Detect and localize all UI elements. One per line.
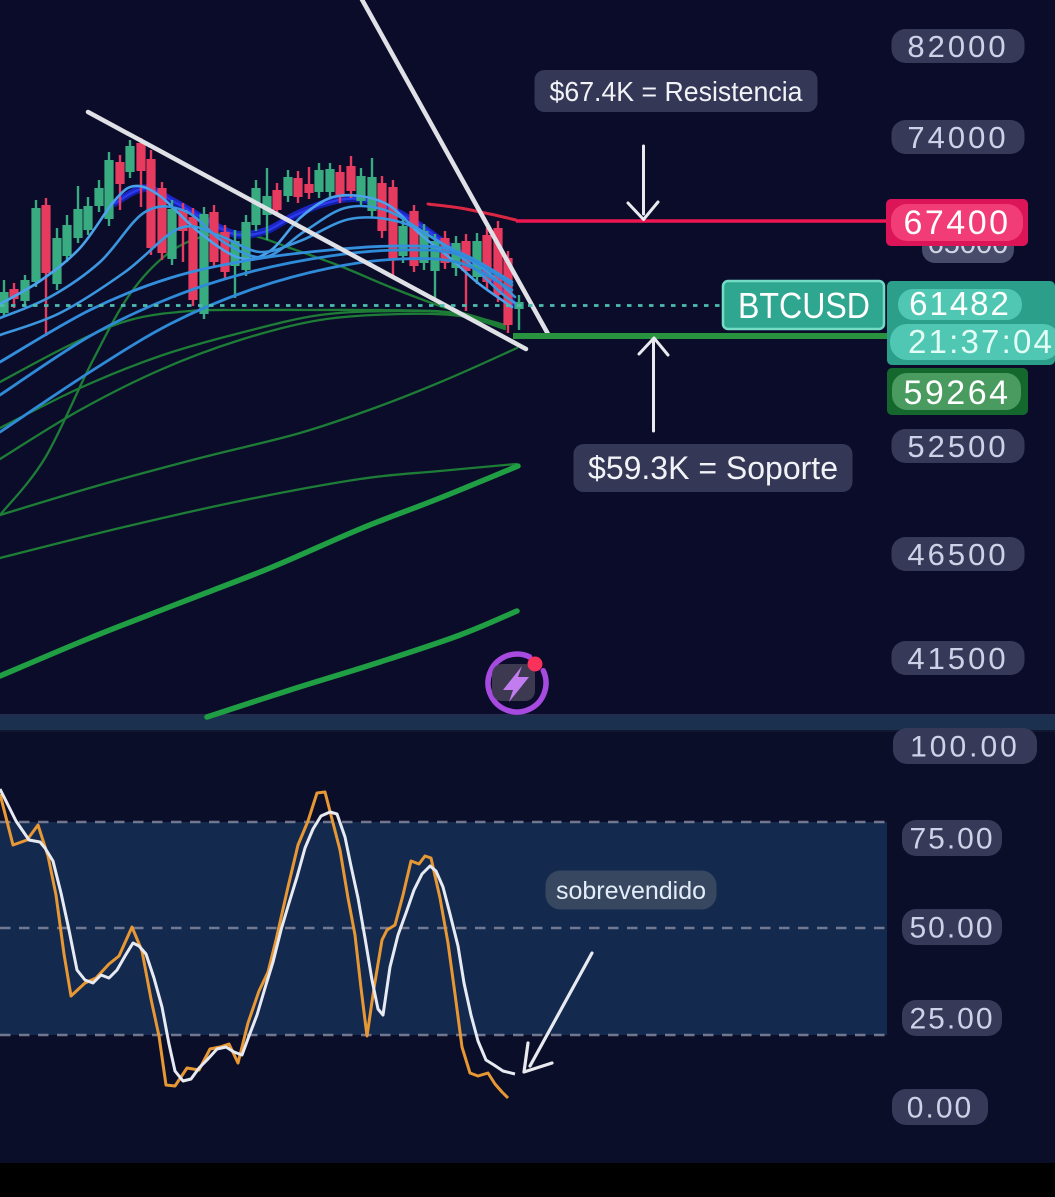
svg-text:0.00: 0.00 [907, 1092, 973, 1125]
svg-text:75.00: 75.00 [909, 823, 994, 856]
svg-text:67400: 67400 [903, 204, 1010, 242]
svg-text:21:37:04: 21:37:04 [908, 323, 1054, 360]
svg-text:74000: 74000 [907, 120, 1008, 155]
svg-text:41500: 41500 [907, 641, 1008, 676]
svg-text:46500: 46500 [907, 537, 1008, 572]
svg-text:$67.4K = Resistencia: $67.4K = Resistencia [550, 76, 803, 107]
svg-text:61482: 61482 [909, 285, 1011, 322]
svg-text:82000: 82000 [907, 29, 1008, 64]
svg-text:50.00: 50.00 [909, 912, 994, 945]
svg-text:BTCUSD: BTCUSD [738, 285, 870, 326]
svg-text:59264: 59264 [903, 374, 1010, 412]
svg-text:100.00: 100.00 [910, 731, 1020, 764]
svg-text:25.00: 25.00 [909, 1003, 994, 1036]
svg-text:sobrevendido: sobrevendido [556, 877, 706, 905]
svg-text:52500: 52500 [907, 429, 1008, 464]
svg-text:$59.3K = Soporte: $59.3K = Soporte [588, 450, 838, 486]
